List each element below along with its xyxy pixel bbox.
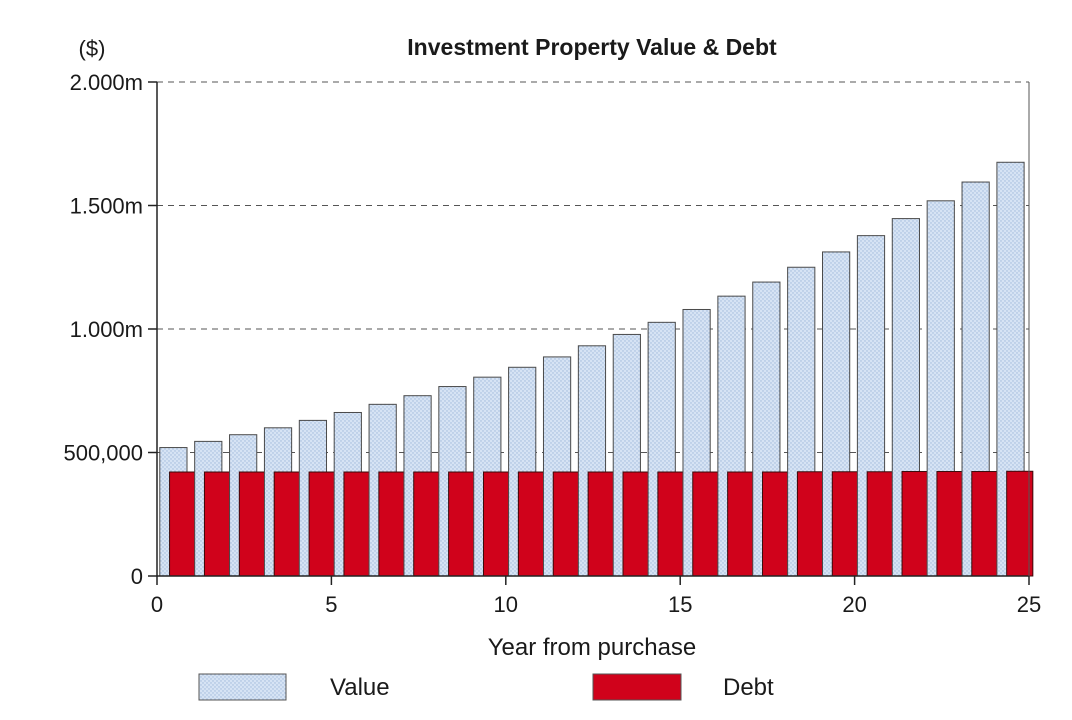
bar-debt-year-4 bbox=[273, 471, 301, 577]
bar-debt-year-23 bbox=[936, 471, 964, 577]
bar-debt-year-11 bbox=[517, 471, 546, 577]
y-tick-label: 2.000m bbox=[70, 70, 143, 95]
bar-debt-year-17 bbox=[727, 471, 755, 577]
bar-debt-year-18 bbox=[762, 471, 790, 577]
bar-debt-year-16 bbox=[692, 471, 720, 577]
bar-debt-year-15 bbox=[657, 471, 685, 577]
bar-debt-year-1 bbox=[169, 471, 197, 577]
y-tick-label: 0 bbox=[131, 564, 143, 589]
legend-label-value: Value bbox=[330, 674, 390, 701]
y-tick-labels: 0 500,000 1.000m 1.500m 2.000m bbox=[63, 70, 157, 589]
chart-title: Investment Property Value & Debt bbox=[407, 34, 777, 60]
legend-swatch-value bbox=[198, 673, 287, 701]
legend-label-debt: Debt bbox=[723, 674, 774, 701]
legend: Value Debt bbox=[198, 673, 774, 701]
y-tick-label: 1.000m bbox=[70, 317, 143, 342]
bar-debt-year-5 bbox=[308, 471, 336, 577]
bar-debt-year-8 bbox=[413, 471, 441, 577]
bar-debt-year-19 bbox=[796, 471, 825, 577]
bar-debt-year-12 bbox=[552, 471, 580, 577]
y-tick-label: 1.500m bbox=[70, 194, 143, 219]
y-unit-label: ($) bbox=[79, 36, 106, 61]
bar-debt-year-21 bbox=[866, 471, 894, 577]
bar-debt-year-2 bbox=[203, 471, 232, 577]
bar-debt-year-6 bbox=[343, 471, 371, 577]
x-tick-label: 10 bbox=[494, 592, 518, 617]
bar-debt-year-24 bbox=[971, 471, 999, 577]
y-tick-label: 500,000 bbox=[63, 441, 143, 466]
bar-debt-year-14 bbox=[622, 471, 650, 577]
bar-debt-year-3 bbox=[238, 471, 266, 577]
legend-swatch-debt bbox=[592, 673, 682, 701]
x-tick-label: 20 bbox=[842, 592, 866, 617]
bar-debt-year-10 bbox=[482, 471, 511, 577]
x-tick-label: 25 bbox=[1017, 592, 1041, 617]
bar-debt-year-20 bbox=[831, 471, 859, 577]
bar-debt-year-7 bbox=[378, 471, 406, 577]
bar-debt-year-9 bbox=[448, 471, 476, 577]
bar-debt-year-22 bbox=[901, 471, 929, 577]
bar-debt-year-13 bbox=[587, 471, 615, 577]
x-axis-label: Year from purchase bbox=[488, 634, 697, 661]
x-tick-labels: 0 5 10 15 20 25 bbox=[151, 576, 1041, 617]
x-tick-label: 0 bbox=[151, 592, 163, 617]
x-tick-label: 15 bbox=[668, 592, 692, 617]
x-tick-label: 5 bbox=[325, 592, 337, 617]
bars bbox=[159, 161, 1034, 577]
